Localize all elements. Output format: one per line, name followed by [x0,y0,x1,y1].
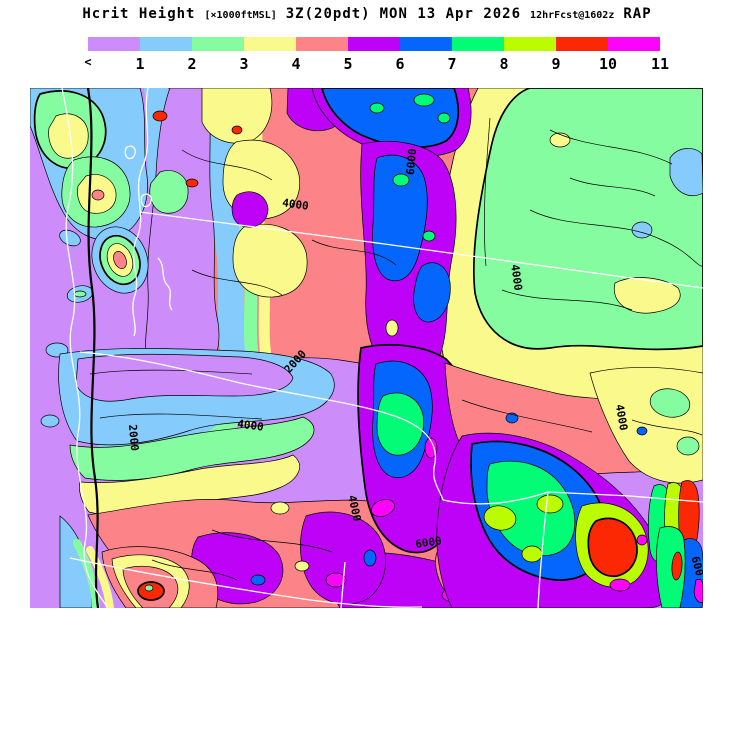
legend-tick-1: 1 [135,55,145,73]
legend-tick-7: 7 [447,55,457,73]
border-south-vertical [537,491,549,608]
island-outline [124,145,136,160]
legend-swatch-band-2 [192,37,244,51]
title-units: [×1000ftMSL] [204,10,277,21]
legend-swatch-band-9 [556,37,608,51]
legend-tick-4: 4 [291,55,301,73]
legend-tick-2: 2 [187,55,197,73]
legend-swatch-band-6 [400,37,452,51]
contour-label-6000: 6000 [414,534,442,551]
legend-tick-5: 5 [343,55,353,73]
title-forecast: 12hrFcst@1602z [530,10,615,21]
state-border-lines [61,88,703,608]
border-stub [340,561,346,608]
chart-title: Hcrit Height [×1000ftMSL] 3Z(20pdt) MON … [0,6,734,22]
contour-label-4000: 4000 [613,403,630,431]
river-border [442,491,549,505]
legend-swatch-band-0 [88,37,140,51]
legend-swatch-band-10 [608,37,660,51]
title-date: MON 13 Apr 2026 [379,6,522,22]
legend-swatch-band-3 [244,37,296,51]
border-diagonal-south [69,557,423,608]
coastal-bullseye-feature [91,226,149,294]
river-border [79,351,444,501]
color-scale-ticks: <1 2 3 4 5 6 7 8 9 10 11 [0,55,734,75]
contour-lines [86,88,703,608]
legend-swatch-band-5 [348,37,400,51]
puget-sound-outline [132,88,149,337]
contour-label-4000: 4000 [508,263,525,291]
contour-label-4000: 4000 [236,417,264,434]
legend-tick-9: 9 [551,55,561,73]
title-time: 3Z(20pdt) [285,6,371,22]
legend-swatch-band-1 [140,37,192,51]
legend-tick-11: 11 [650,55,670,73]
title-product: Hcrit Height [82,6,196,22]
legend-tick-lt: < [84,55,92,69]
legend-tick-8: 8 [499,55,509,73]
border-diagonal-north [139,211,703,289]
legend-swatch-band-8 [504,37,556,51]
title-model: RAP [623,6,652,22]
inlet-outline [157,257,173,311]
contour-label-2000: 2000 [126,424,141,452]
legend-tick-6: 6 [395,55,405,73]
border-east [547,491,703,503]
color-scale-bar [88,37,660,51]
legend-tick-3: 3 [239,55,249,73]
legend-swatch-band-4 [296,37,348,51]
contour-label-6000: 6000 [404,148,419,176]
legend-tick-10: 10 [598,55,618,73]
contour-label-4000: 4000 [281,196,309,213]
contour-label-4000: 4000 [345,494,363,523]
legend-swatch-band-7 [452,37,504,51]
island-outline [140,193,152,208]
map-canvas: 6000 4000 4000 2000 2000 4000 4000 6000 4000 600 [30,88,703,608]
filled-contour-regions [30,88,703,608]
coastline [61,88,109,608]
